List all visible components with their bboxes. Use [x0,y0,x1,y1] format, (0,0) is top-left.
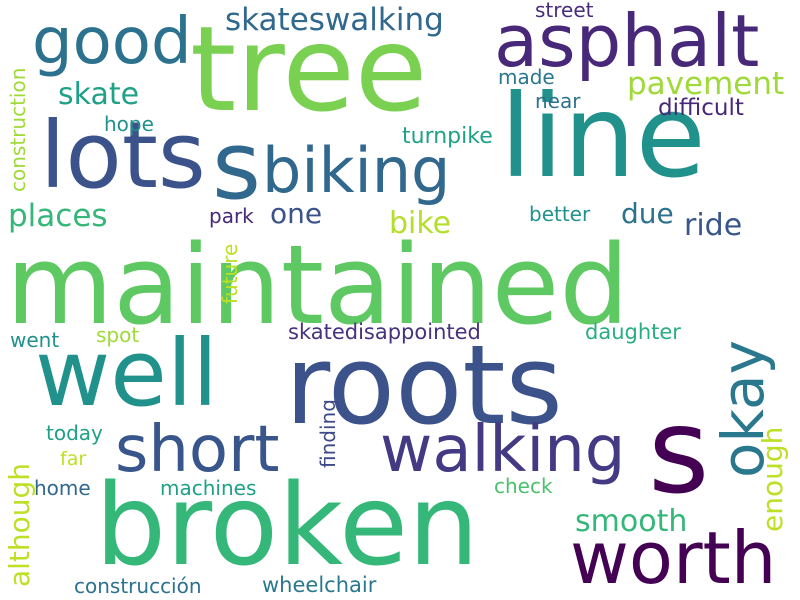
word-park: park [209,204,254,228]
word-skatedisappointed: skatedisappointed [288,320,481,344]
word-finding: finding [316,399,340,468]
word-smooth: smooth [575,504,688,539]
word-pavement: pavement [627,66,785,102]
word-hope: hope [104,112,154,136]
word-roots: roots [285,321,563,449]
word-broken: broken [95,461,479,591]
word-tree: tree [190,0,428,138]
word-due: due [621,197,674,230]
word-street: street [535,0,594,22]
word-today: today [46,421,103,445]
word-far: far [60,448,87,470]
word-spot: spot [96,323,140,347]
word-lots: lots [40,102,206,209]
word-difficult: difficult [658,95,744,121]
word-made: made [498,65,555,89]
word-well: well [35,320,218,427]
word-enough: enough [756,426,789,532]
word-maintained: maintained [6,221,630,349]
word-went: went [10,328,60,352]
word-machines: machines [160,476,257,500]
word-places: places [8,198,108,234]
word-good: good [32,5,192,79]
word-construction: construction [6,67,30,192]
word-asphalt: asphalt [494,0,760,83]
word-check: check [494,474,553,498]
word-home: home [34,476,91,500]
word-line: line [500,70,706,203]
word-worth: worth [570,516,777,600]
word-walking: walking [380,413,626,487]
word-s-large: s [648,382,710,520]
word-one: one [270,197,323,230]
word-s-medium: s [212,112,261,221]
word-biking: biking [262,134,451,207]
word-daughter: daughter [585,320,681,344]
word-better: better [529,202,591,226]
word-ride: ride [684,208,743,243]
word-turnpike: turnpike [402,124,493,149]
word-bike: bike [389,206,452,241]
word-short: short [115,413,280,487]
word-wheelchair: wheelchair [262,573,377,597]
word-skate: skate [58,77,140,112]
word-near: near [535,89,581,113]
word-construccion: construcción [74,574,202,598]
word-although: although [3,462,36,587]
word-skateswalking: skateswalking [225,2,444,38]
word-future: future [218,243,242,304]
